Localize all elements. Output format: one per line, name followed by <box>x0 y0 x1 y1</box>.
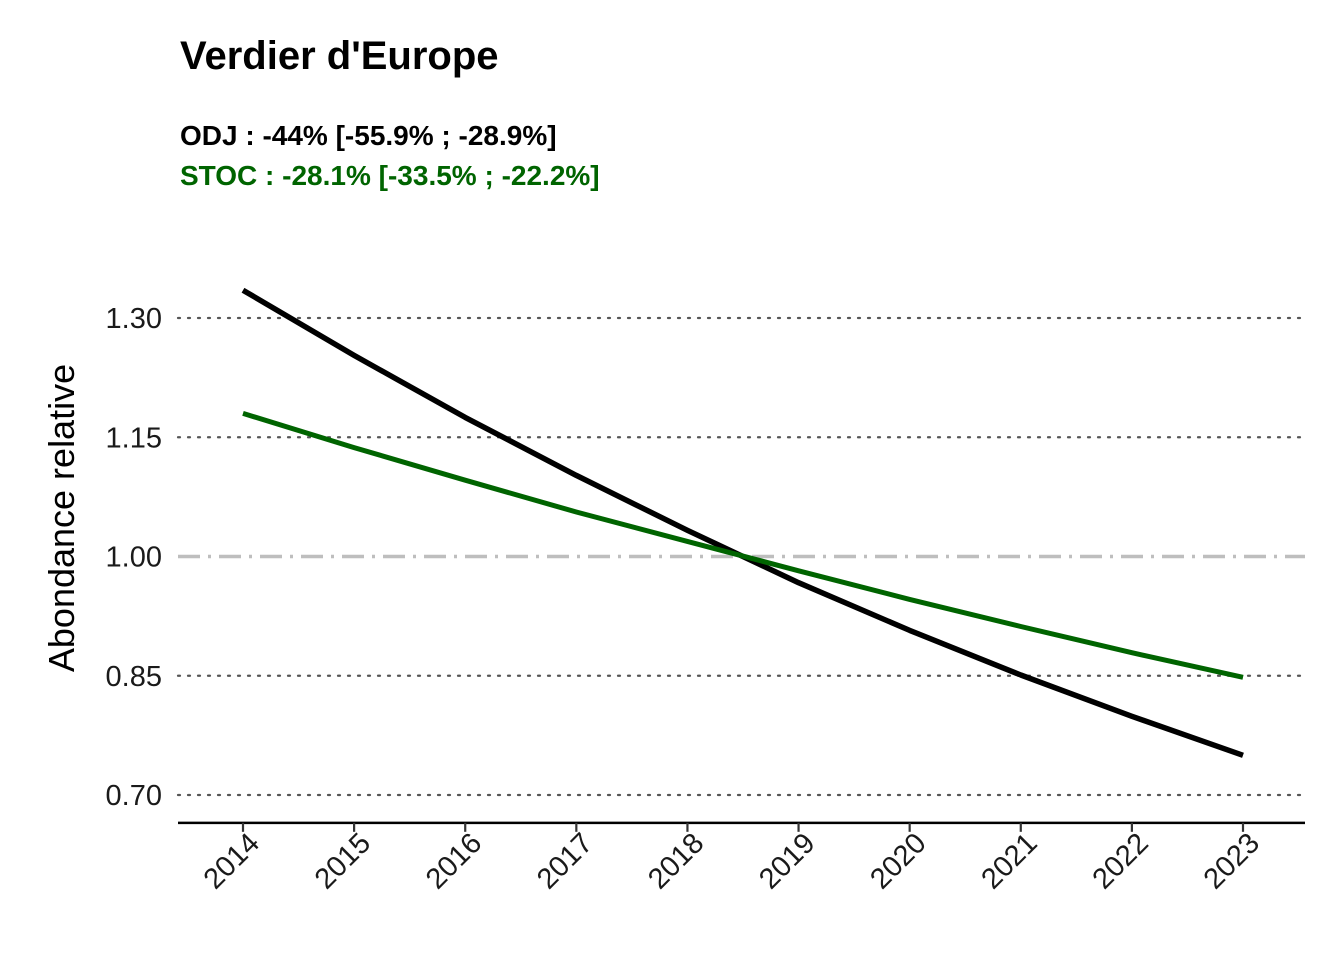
series-line-odj <box>241 287 1244 758</box>
subtitle-odj: ODJ : -44% [-55.9% ; -28.9%] <box>180 120 557 151</box>
chart-title: Verdier d'Europe <box>180 34 499 78</box>
grid-lines <box>176 316 1307 797</box>
x-tick-label: 2018 <box>642 827 710 895</box>
x-tick-label: 2015 <box>309 827 377 895</box>
x-tick-label: 2023 <box>1198 827 1266 895</box>
series-line-stoc <box>242 411 1244 680</box>
y-tick-label: 1.30 <box>106 303 162 335</box>
y-tick-label: 0.70 <box>106 780 162 812</box>
y-tick-label: 1.00 <box>106 542 162 574</box>
x-tick-label: 2021 <box>975 827 1043 895</box>
subtitle-stoc: STOC : -28.1% [-33.5% ; -22.2%] <box>180 160 600 191</box>
x-tick-label: 2017 <box>531 827 599 895</box>
y-axis-label: Abondance relative <box>41 364 82 672</box>
series-lines <box>241 287 1244 758</box>
x-tick-label: 2022 <box>1087 827 1155 895</box>
y-tick-label: 1.15 <box>106 422 162 454</box>
axes: 0.70 0.85 1.00 1.15 1.30 2014 2015 2016 2017 2018… <box>106 303 1305 895</box>
x-tick-label: 2014 <box>198 827 266 895</box>
y-tick-label: 0.85 <box>106 661 162 693</box>
x-tick-label: 2019 <box>753 827 821 895</box>
x-tick-label: 2020 <box>864 827 932 895</box>
x-tick-label: 2016 <box>420 827 488 895</box>
